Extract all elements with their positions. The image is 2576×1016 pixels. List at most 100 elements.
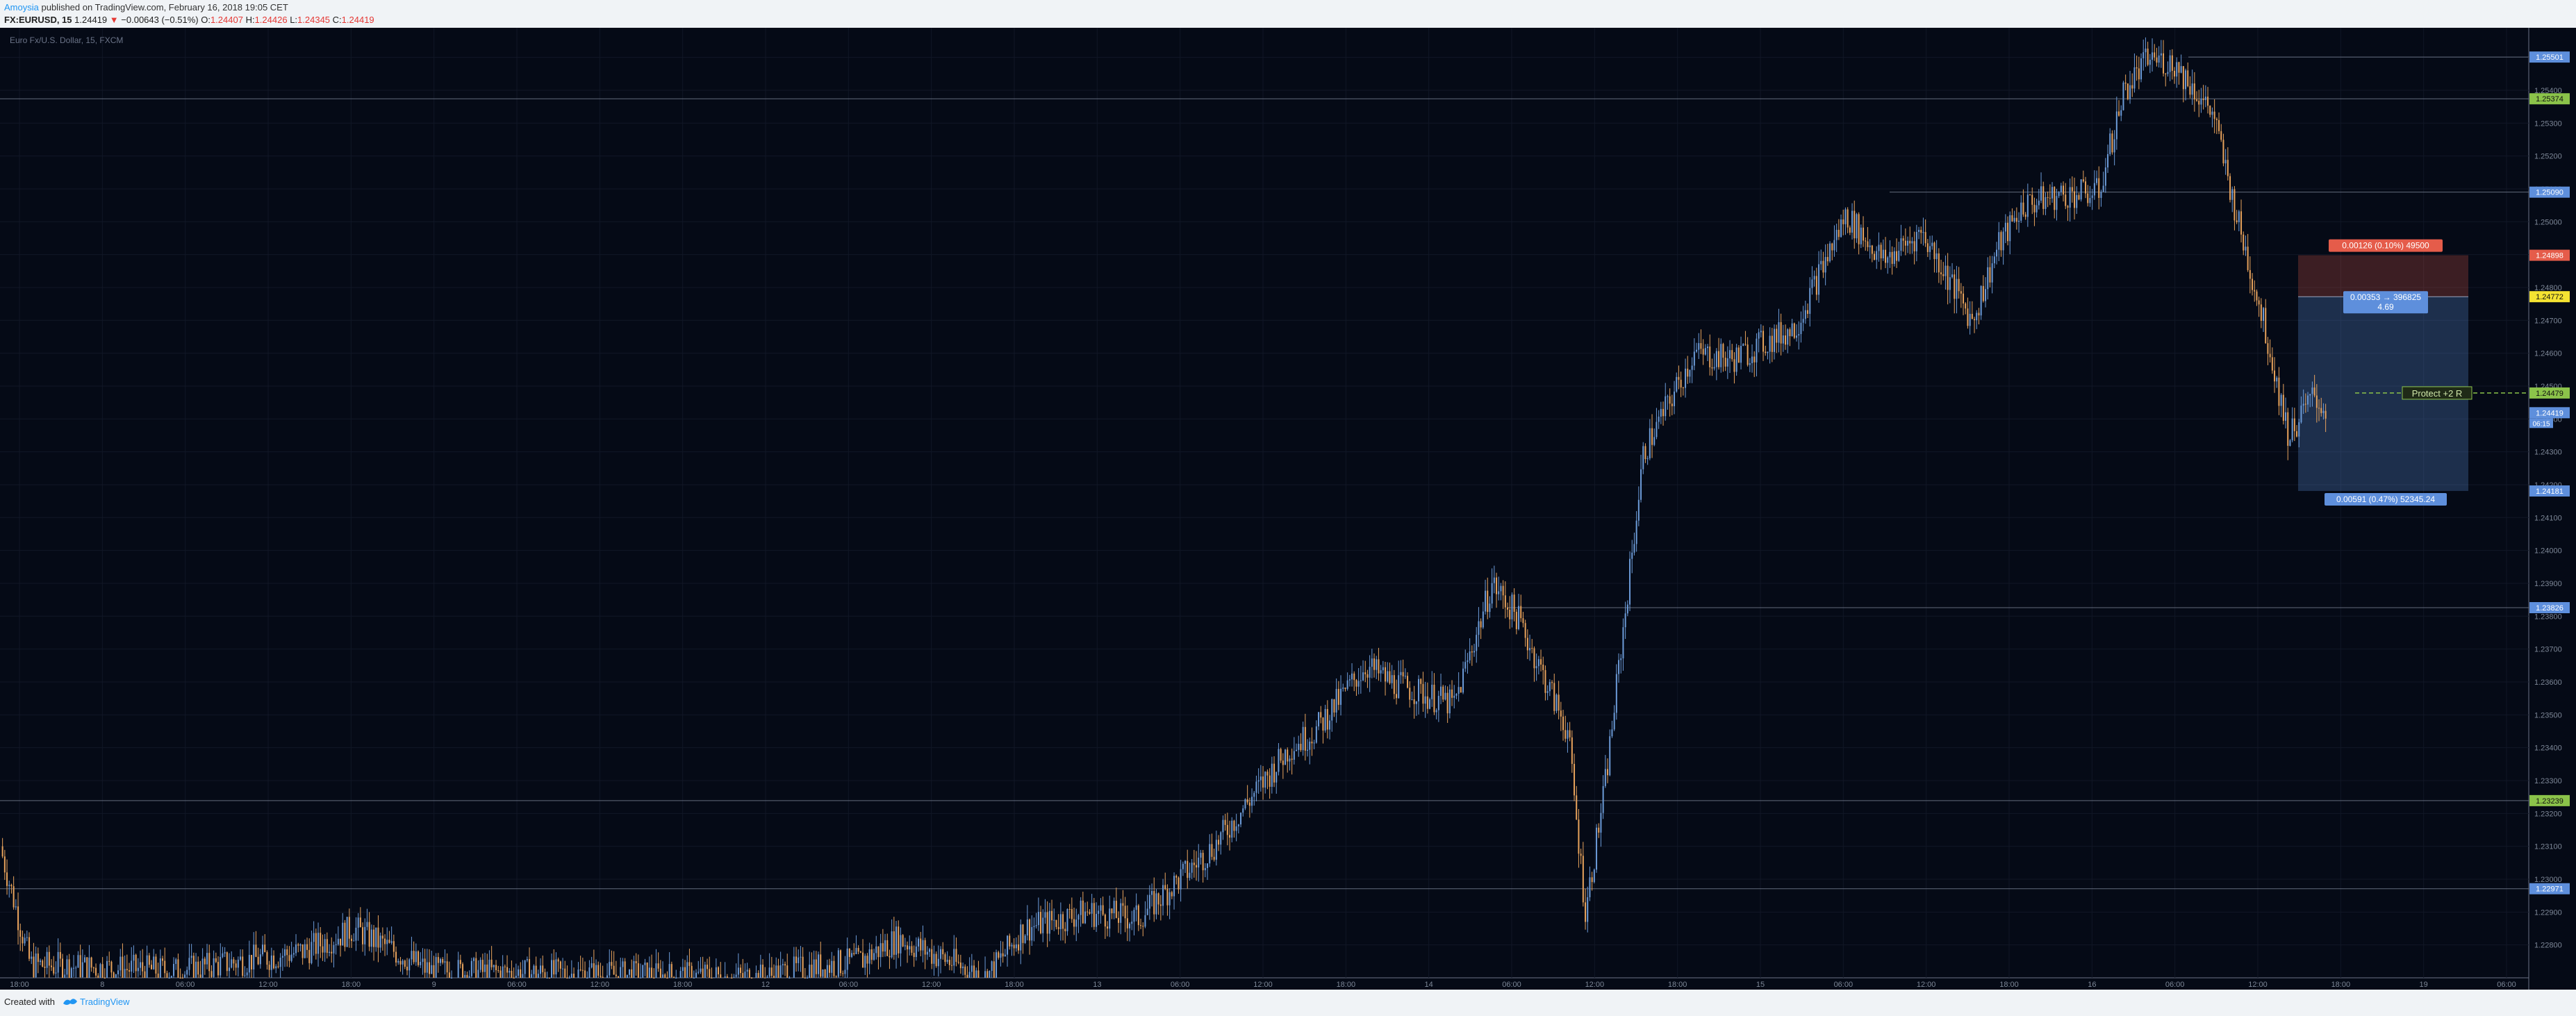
- candle-body: [911, 946, 913, 953]
- candle-body: [2109, 133, 2111, 154]
- close-label: C:: [332, 15, 342, 25]
- time-axis[interactable]: [0, 978, 2529, 990]
- level-price-tag: [2529, 387, 2570, 399]
- candle-body: [344, 922, 346, 947]
- candle-body: [97, 975, 99, 978]
- candle-body: [1326, 709, 1328, 730]
- candle-body: [651, 967, 653, 978]
- price-chart[interactable]: 0.00126 (0.10%) 49500 0.00353 → 3968254.6…: [0, 28, 2576, 990]
- candle-body: [1257, 780, 1260, 782]
- candle-body: [1193, 863, 1195, 865]
- candle-body: [1204, 867, 1206, 871]
- candle-body: [31, 956, 33, 959]
- candle-body: [59, 951, 61, 959]
- candle-body: [131, 960, 133, 972]
- candle-body: [1022, 924, 1024, 943]
- candle-body: [1451, 689, 1453, 698]
- candle-body: [835, 976, 837, 977]
- candle-body: [2104, 167, 2106, 186]
- tradingview-link[interactable]: TradingView: [80, 997, 130, 1007]
- candle-body: [968, 972, 971, 978]
- candle-body: [511, 970, 513, 978]
- candle-body: [1115, 901, 1117, 918]
- candle-body: [1774, 328, 1776, 352]
- candle-body: [2154, 52, 2156, 58]
- candle-body: [1702, 349, 1704, 355]
- candle-body: [235, 963, 237, 968]
- candle-body: [175, 959, 177, 965]
- candle-body: [898, 926, 900, 953]
- candle-body: [920, 938, 922, 951]
- candle-body: [542, 965, 544, 972]
- candle-body: [148, 955, 150, 965]
- candle-body: [1831, 243, 1833, 251]
- candle-body: [2111, 133, 2113, 153]
- candle-body: [2102, 185, 2104, 192]
- candle-body: [1844, 209, 1847, 224]
- candle-body: [110, 961, 113, 973]
- candle-body: [408, 959, 411, 971]
- candle-body: [902, 935, 904, 947]
- candle-body: [1493, 577, 1495, 583]
- candle-body: [1458, 687, 1460, 694]
- candle-body: [246, 972, 248, 976]
- y-tick-label: 1.23800: [2534, 613, 2562, 621]
- x-tick-label: 12:00: [258, 981, 278, 989]
- candle-body: [462, 964, 464, 978]
- candle-body: [448, 972, 450, 978]
- candle-body: [1102, 905, 1104, 915]
- candle-body: [1053, 919, 1055, 921]
- candle-body: [1922, 232, 1924, 233]
- candle-body: [1771, 335, 1773, 352]
- candle-body: [2260, 304, 2262, 322]
- candle-body: [475, 958, 477, 978]
- candle-body: [1071, 909, 1073, 919]
- candle-body: [1737, 347, 1740, 363]
- low-value: 1.24345: [297, 15, 331, 25]
- candle-body: [579, 969, 581, 971]
- candle-body: [915, 946, 917, 958]
- candle-body: [2227, 160, 2229, 176]
- candle-body: [909, 946, 911, 950]
- candle-body: [286, 949, 288, 956]
- candle-body: [2049, 197, 2051, 199]
- candle-body: [1526, 638, 1528, 651]
- candle-body: [633, 961, 635, 978]
- candle-body: [173, 964, 175, 976]
- candle-body: [1044, 912, 1046, 918]
- candle-body: [1198, 857, 1200, 868]
- candle-body: [257, 956, 259, 965]
- candle-body: [1237, 824, 1239, 826]
- candle-body: [2307, 395, 2309, 405]
- y-tick-label: 1.25000: [2534, 218, 2562, 226]
- candle-body: [609, 962, 611, 976]
- x-tick-label: 06:00: [1502, 981, 1521, 989]
- candle-body: [204, 958, 206, 965]
- candle-body: [773, 976, 775, 978]
- candle-body: [2147, 48, 2149, 65]
- candle-body: [1075, 919, 1078, 927]
- candle-body: [1489, 603, 1491, 613]
- candle-body: [1224, 819, 1226, 825]
- candle-body: [2309, 394, 2311, 396]
- level-price-tag: [2529, 51, 2570, 63]
- candle-body: [215, 958, 217, 963]
- stop-zone[interactable]: [2298, 255, 2468, 297]
- candle-body: [413, 951, 415, 963]
- candle-body: [8, 885, 10, 886]
- candle-body: [1956, 278, 1958, 299]
- candle-body: [953, 949, 955, 966]
- x-tick-label: 15: [1756, 981, 1765, 989]
- candle-body: [1455, 694, 1458, 696]
- candle-body: [2265, 308, 2267, 344]
- candle-body: [1155, 893, 1157, 915]
- candle-body: [762, 965, 764, 978]
- candle-body: [2011, 215, 2013, 222]
- candle-body: [1600, 813, 1602, 833]
- candle-body: [431, 965, 433, 974]
- candle-body: [1715, 351, 1717, 367]
- candle-body: [2098, 178, 2100, 198]
- candle-body: [673, 976, 675, 978]
- candle-body: [1255, 781, 1257, 793]
- author-link[interactable]: Amoysia: [4, 2, 39, 13]
